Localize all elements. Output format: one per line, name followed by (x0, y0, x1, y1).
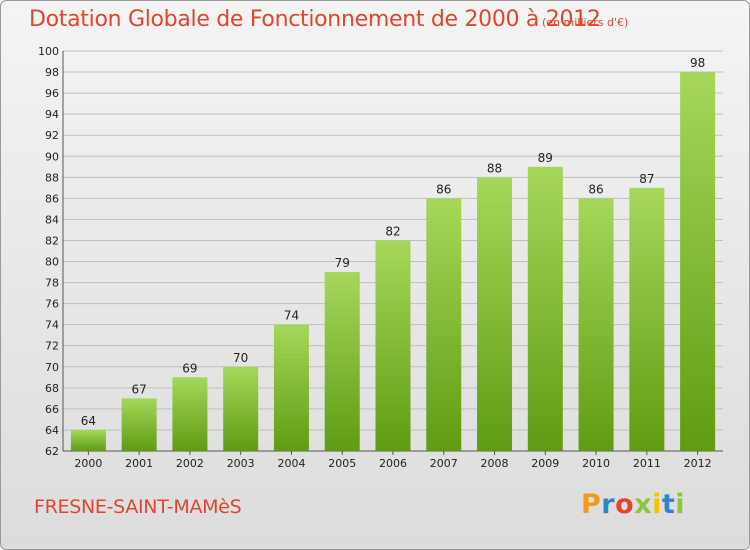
chart-title: Dotation Globale de Fonctionnement de 20… (29, 7, 601, 32)
y-tick-label: 84 (45, 213, 59, 226)
value-label: 86 (436, 182, 451, 196)
logo-letter: t (661, 489, 676, 520)
x-tick-label: 2012 (684, 457, 712, 470)
y-tick-label: 76 (45, 298, 59, 311)
bar-2012 (680, 72, 716, 451)
y-tick-label: 96 (45, 87, 59, 100)
y-tick-label: 88 (45, 171, 59, 184)
logo-letter: x (634, 489, 653, 520)
y-tick-label: 94 (45, 108, 59, 121)
commune-name: FRESNE-SAINT-MAMèS (34, 496, 242, 518)
bar-2002 (172, 377, 208, 451)
y-tick-label: 90 (45, 150, 59, 163)
y-tick-label: 72 (45, 340, 59, 353)
value-labels: 64 67 69 70 74 79 82 86 88 89 86 87 98 (81, 56, 706, 428)
value-label: 69 (182, 361, 197, 375)
y-tick-label: 86 (45, 192, 59, 205)
y-tick-label: 68 (45, 382, 59, 395)
x-tick-label: 2009 (531, 457, 559, 470)
x-tick-label: 2004 (277, 457, 305, 470)
bar-2007 (426, 198, 462, 451)
y-tick-label: 64 (45, 424, 59, 437)
x-tick-label: 2008 (481, 457, 509, 470)
bar-2001 (121, 398, 157, 451)
y-tick-label: 66 (45, 403, 59, 416)
value-label: 70 (233, 351, 248, 365)
value-label: 88 (487, 161, 502, 175)
logo-letter: i (652, 489, 662, 520)
bar-2003 (223, 366, 259, 451)
x-tick-label: 2000 (74, 457, 102, 470)
chart-subtitle: (en milliers d'€) (542, 16, 629, 29)
value-label: 87 (639, 172, 654, 186)
x-tick-label: 2005 (328, 457, 356, 470)
logo-letter: i (675, 489, 686, 520)
x-tick-label: 2011 (633, 457, 661, 470)
bar-2008 (477, 177, 513, 451)
bar-2005 (324, 272, 360, 451)
y-tick-label: 70 (45, 361, 59, 374)
x-tick-label: 2010 (582, 457, 610, 470)
x-tick-label: 2007 (430, 457, 458, 470)
bar-2010 (578, 198, 614, 451)
value-label: 82 (385, 224, 400, 238)
bar-2004 (273, 324, 309, 451)
y-tick-label: 100 (38, 45, 59, 58)
logo-letter: P (581, 489, 602, 520)
value-label: 74 (284, 309, 299, 323)
bar-2011 (629, 187, 665, 451)
y-tick-label: 78 (45, 277, 59, 290)
value-label: 67 (132, 382, 147, 396)
y-tick-labels: 62 64 66 68 70 72 74 76 78 80 82 84 86 88 90 92 94 96 98 10… (38, 45, 59, 458)
x-tick-labels: 2000 2001 2002 2003 2004 2005 2006 2007 2008 2009… (74, 457, 711, 470)
bars (70, 72, 716, 451)
logo-letter: r (601, 489, 616, 520)
y-tick-label: 82 (45, 234, 59, 247)
x-tick-label: 2001 (125, 457, 153, 470)
value-label: 64 (81, 414, 96, 428)
value-label: 86 (588, 182, 603, 196)
value-label: 79 (335, 256, 350, 270)
y-tick-label: 74 (45, 319, 59, 332)
y-tick-label: 92 (45, 129, 59, 142)
bar-2006 (375, 240, 411, 451)
value-label: 98 (690, 56, 705, 70)
logo-letter: o (615, 489, 635, 520)
y-tick-label: 98 (45, 66, 59, 79)
y-tick-label: 62 (45, 445, 59, 458)
x-tick-label: 2002 (176, 457, 204, 470)
value-label: 89 (538, 151, 553, 165)
bar-2000 (70, 429, 106, 451)
x-tick-label: 2003 (227, 457, 255, 470)
x-tick-label: 2006 (379, 457, 407, 470)
y-tick-label: 80 (45, 256, 59, 269)
proxiti-logo: Proxiti (581, 489, 685, 520)
bar-2009 (527, 166, 563, 451)
